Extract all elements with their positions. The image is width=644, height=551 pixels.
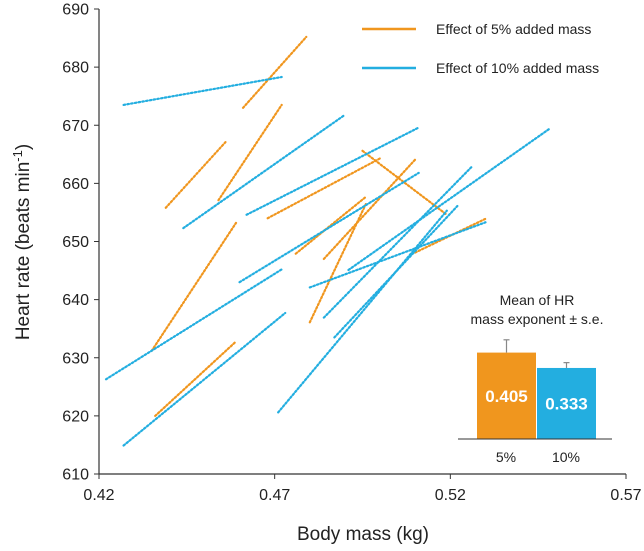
series-segment-ten <box>347 128 550 272</box>
series-segment-five <box>150 221 238 352</box>
inset-chart: Mean of HR mass exponent ± s.e. 0.405 0.3… <box>458 292 612 465</box>
series-segment-five <box>361 149 448 216</box>
series-segment-ten <box>182 113 347 230</box>
y-axis-title: Heart rate (beats min-1) <box>10 144 34 340</box>
series-segment-ten <box>277 209 448 414</box>
y-tick-label: 690 <box>62 2 89 19</box>
series-lines <box>104 35 550 447</box>
inset-category-5pct: 5% <box>496 449 516 465</box>
x-axis-title: Body mass (kg) <box>297 524 429 545</box>
series-segment-ten <box>322 166 473 319</box>
series-segment-ten <box>245 126 420 216</box>
y-tick-label: 680 <box>62 60 89 77</box>
series-segment-five <box>154 340 238 417</box>
y-tick-label: 630 <box>62 350 89 367</box>
inset-bars: 0.405 0.333 <box>477 339 596 439</box>
inset-bar <box>537 367 596 439</box>
series-segment-five <box>322 158 417 261</box>
x-tick-label: 0.47 <box>259 487 290 504</box>
y-tick-label: 660 <box>62 176 89 193</box>
legend-label-10pct: Effect of 10% added mass <box>436 60 599 76</box>
inset-bar <box>477 352 536 439</box>
y-tick-label: 650 <box>62 234 89 251</box>
x-tick-label: 0.42 <box>83 487 114 504</box>
y-tick-label: 620 <box>62 408 89 425</box>
series-segment-ten <box>333 204 459 339</box>
y-tick-label: 640 <box>62 292 89 309</box>
inset-bar-value-label: 0.333 <box>545 394 588 413</box>
series-segment-five <box>266 157 382 220</box>
legend: Effect of 5% added mass Effect of 10% ad… <box>362 21 599 76</box>
series-segment-five <box>164 141 227 209</box>
inset-bar-value-label: 0.405 <box>485 387 528 406</box>
x-tick-label: 0.57 <box>610 487 641 504</box>
series-segment-ten <box>122 75 283 107</box>
y-axis-title-main: Heart rate (beats min <box>13 162 34 340</box>
inset-category-10pct: 10% <box>552 449 580 465</box>
y-tick-label: 610 <box>62 467 89 484</box>
inset-title-line2: mass exponent ± s.e. <box>471 311 604 327</box>
y-axis-title-end: ) <box>13 144 34 150</box>
series-segment-ten <box>122 311 287 447</box>
legend-label-5pct: Effect of 5% added mass <box>436 21 591 37</box>
inset-title-line1: Mean of HR <box>500 292 575 308</box>
series-segment-five <box>241 35 308 109</box>
series-segment-five <box>308 202 368 324</box>
series-segment-ten <box>104 268 283 381</box>
x-tick-label: 0.52 <box>435 487 466 504</box>
axis-ticks: 610 620 630 640 650 660 670 680 690 0.42 0.47 0.52 0… <box>62 2 641 505</box>
series-segment-ten <box>308 221 487 289</box>
series-segment-ten <box>238 171 420 284</box>
series-segment-five <box>217 103 283 202</box>
y-axis-title-sup: -1 <box>10 150 25 162</box>
y-tick-label: 670 <box>62 118 89 135</box>
